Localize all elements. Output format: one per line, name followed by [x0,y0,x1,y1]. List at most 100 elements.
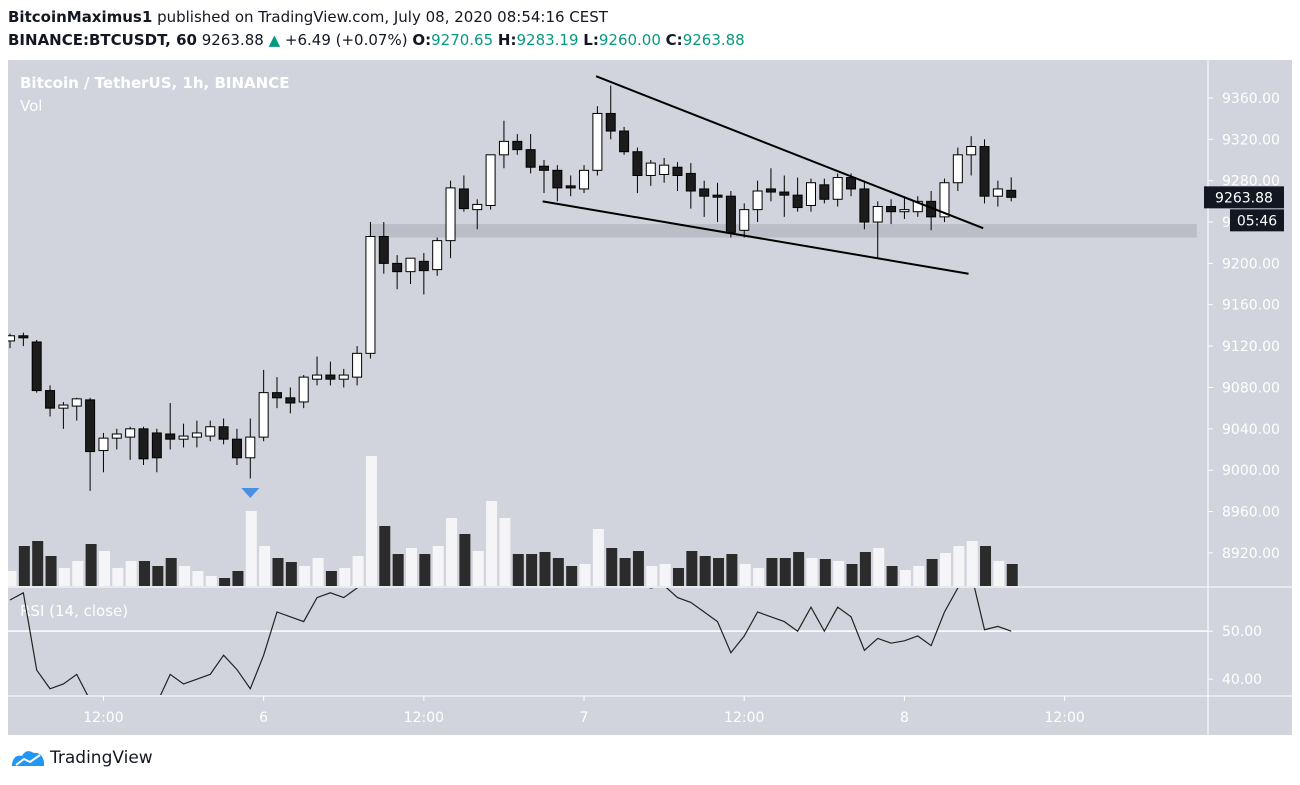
candle-body [725,195,736,233]
candle-body [992,188,1003,197]
volume-bar [125,561,137,586]
candle-body [966,146,977,156]
candle-body [712,194,723,198]
volume-bar [980,546,992,586]
volume-bar [45,556,57,586]
ohlc-value: 9283.19 [516,31,579,49]
volume-bar [152,566,164,586]
x-tick-label: 12:00 [83,710,123,726]
x-tick-label: 12:00 [1044,710,1084,726]
y-tick-label: 8920.00 [1222,546,1280,562]
candle-body [979,146,990,197]
candle-body [271,392,282,399]
header: BitcoinMaximus1 published on TradingView… [8,6,745,52]
ohlc-value: 9270.65 [431,31,494,49]
volume-bar [619,558,631,586]
volume-bar [526,554,538,586]
candle-body [619,130,630,153]
candle-body [659,164,670,175]
volume-label: Vol [20,97,42,115]
volume-bar [299,566,311,586]
publisher[interactable]: BitcoinMaximus1 [8,8,153,26]
volume-bar [165,558,177,586]
x-tick-label: 8 [900,710,909,726]
volume-bar [138,561,150,586]
volume-bar [352,556,364,586]
candle-body [685,172,696,192]
y-tick-label: 9280.00 [1222,174,1280,190]
volume-bar [993,561,1005,586]
candle-body [939,182,950,218]
x-tick-label: 6 [259,710,268,726]
last-price: 9263.88 [1215,190,1273,206]
volume-bar [179,566,191,586]
volume-bar [646,566,658,586]
rsi-line [9,588,1012,695]
candle-body [525,149,536,168]
volume-bar [512,554,524,586]
y-tick-label: 9200.00 [1222,256,1280,272]
ohlc-label: H: [497,31,517,49]
price: 9263.88 [201,31,264,49]
candle-body [846,177,857,190]
candle-body [886,206,897,213]
candle-body [392,262,403,273]
volume-bar [379,526,391,586]
volume-bar [325,571,337,586]
volume-bar [486,501,498,586]
candle-body [445,187,456,242]
candle-body [552,169,563,189]
volume-bar [245,511,257,586]
volume-bar [285,562,297,586]
volume-bar [192,571,204,586]
y-tick-label: 9040.00 [1222,422,1280,438]
candle-body [805,182,816,206]
volume-bar [779,558,791,586]
volume-bar [339,568,351,586]
volume-bar [499,518,511,586]
candle-body [18,335,29,339]
last-price-box [1204,186,1284,209]
candle-body [859,188,870,223]
volume-bar [819,559,831,586]
volume-bar [446,518,458,586]
candle-body [405,257,416,273]
volume-bar [392,554,404,586]
volume-bar [739,564,751,586]
ohlc: O:9270.65 H:9283.19 L:9260.00 C:9263.88 [412,31,744,49]
volume-bar [365,456,377,586]
support-zone [370,224,1197,238]
candle-body [165,433,176,440]
brand: TradingView [50,748,153,768]
candle-body [538,165,549,171]
chart-background [8,60,1292,735]
volume-bar [552,558,564,586]
candle-body [245,436,256,459]
volume-bar [859,552,871,586]
volume-bar [259,546,271,586]
candle-body [605,112,616,132]
candle-body [565,185,576,189]
ohlc-value: 9263.88 [682,31,745,49]
volume-bar [32,541,44,586]
candle-body [178,435,189,440]
y-tick-label: 9000.00 [1222,463,1280,479]
candle-body [325,374,336,380]
candle-body [205,426,216,437]
candle-body [71,398,82,407]
candle-body [191,432,202,438]
candle-body [792,194,803,209]
candle-body [699,188,710,197]
signal-marker [241,488,260,498]
volume-bar [939,553,951,586]
volume-bar [312,558,324,586]
volume-bar [806,558,818,586]
volume-bar [419,554,431,586]
volume-bar [793,552,805,586]
candle-body [31,341,42,392]
volume-bar [272,558,284,586]
candle-body [1006,189,1017,198]
volume-bar [672,568,684,586]
candle-body [151,432,162,459]
